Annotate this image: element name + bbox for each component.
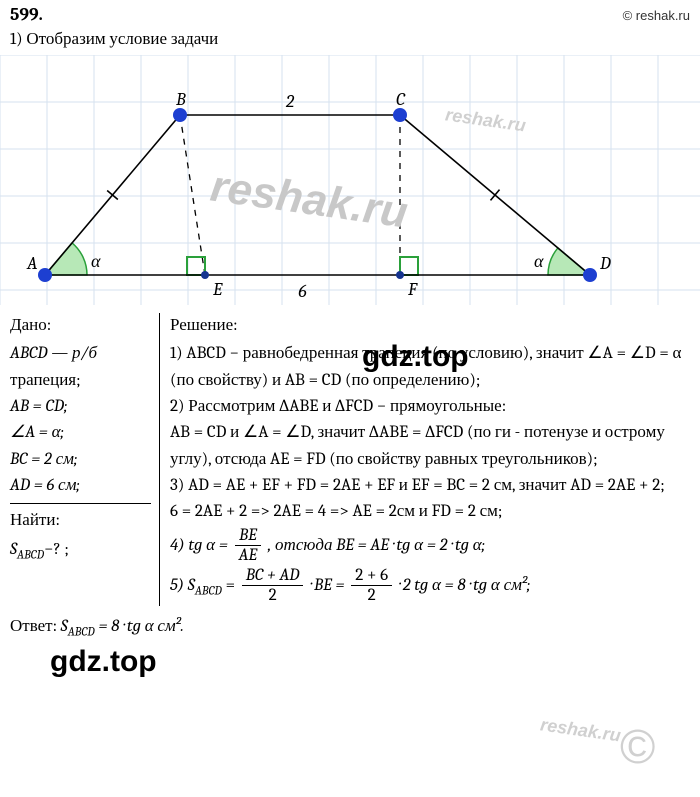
svg-text:C: C (396, 89, 406, 110)
p4-den: AE (235, 546, 261, 566)
given-line-5: AD = 6 см; (10, 476, 80, 495)
p4-fraction: BE AE (235, 526, 261, 566)
given-line-1: трапеция; (10, 368, 151, 394)
find-separator (10, 503, 151, 504)
svg-text:2: 2 (285, 91, 295, 112)
p5-mid2: · 2 tg α = 8 · tg α см²; (399, 576, 531, 595)
solution-p5: 5) SABCD = BC + AD 2 · BE = 2 + 6 2 · 2 … (170, 566, 690, 606)
solution-p4: 4) tg α = BE AE , отсюда BE = AE · tg α … (170, 526, 690, 566)
p5-prefix: 5) S (170, 576, 195, 595)
find-sub: ABCD (17, 548, 44, 562)
given-line-4: BC = 2 см; (10, 450, 77, 469)
answer-sub: ABCD (68, 625, 95, 639)
p4-suffix: , отсюда BE = AE · tg α = 2 · tg α; (268, 536, 485, 555)
copyright-text: © reshak.ru (623, 8, 690, 23)
watermark-gdz-2: gdz.top (50, 645, 157, 679)
given-line-2: AB = CD; (10, 397, 68, 416)
p5-eq: = (222, 576, 239, 595)
given-label: Дано: (10, 313, 151, 339)
solution-p3a: 3) AD = AE + EF + FD = 2AE + EF и EF = B… (170, 473, 690, 499)
p5-f1-den: 2 (242, 586, 304, 606)
watermark-reshak-3: reshak.ru (539, 714, 622, 746)
solution-p1: 1) ABCD − равнобедренная трапеция (по ус… (170, 341, 690, 394)
p5-mid1: · BE = (310, 576, 348, 595)
p5-f2-num: 2 + 6 (351, 566, 392, 587)
p4-prefix: 4) tg α = (170, 536, 232, 555)
p5-frac1: BC + AD 2 (242, 566, 304, 606)
solution-p2: 2) Рассмотрим ∆ABE и ∆FCD − прямоугольны… (170, 394, 690, 420)
trapezoid-diagram: ABCDEF26αα reshak.ru (0, 55, 700, 305)
header: 599. © reshak.ru (0, 0, 700, 27)
svg-text:A: A (26, 253, 38, 274)
find-label: Найти: (10, 508, 151, 534)
svg-text:E: E (212, 279, 223, 300)
p4-num: BE (235, 526, 261, 547)
svg-text:α: α (91, 251, 101, 272)
given-line-3: ∠A = α; (10, 423, 64, 442)
svg-text:F: F (407, 279, 418, 300)
answer-text: = 8 · tg α см². (95, 617, 184, 636)
given-column: Дано: ABCD — р/б трапеция; AB = CD; ∠A =… (10, 313, 160, 606)
watermark-copyright-icon: © (620, 720, 655, 775)
answer-line: Ответ: SABCD = 8 · tg α см². (0, 606, 700, 639)
p5-f2-den: 2 (351, 586, 392, 606)
find-prefix: S (10, 540, 17, 559)
p5-frac2: 2 + 6 2 (351, 566, 392, 606)
problem-number: 599. (10, 4, 43, 25)
solution-label: Решение: (170, 313, 690, 339)
find-suffix: −? ; (44, 540, 69, 559)
solution-p2b: AB = CD и ∠A = ∠D, значит ∆ABE = ∆FCD (п… (170, 420, 690, 473)
p5-sub: ABCD (195, 584, 222, 598)
find-expression: SABCD−? ; (10, 537, 151, 565)
solution-column: Решение: 1) ABCD − равнобедренная трапец… (160, 313, 690, 606)
svg-text:6: 6 (298, 281, 306, 302)
answer-label: Ответ: (10, 617, 61, 636)
svg-text:α: α (534, 251, 544, 272)
diagram-svg: A B C D E F 2 6 α α (0, 55, 700, 305)
given-line-0: ABCD — р/б (10, 344, 97, 363)
solution-p3b: 6 = 2AE + 2 => 2AE = 4 => AE = 2см и FD … (170, 499, 690, 525)
p5-f1-num: BC + AD (242, 566, 304, 587)
solution-block: Дано: ABCD — р/б трапеция; AB = CD; ∠A =… (0, 305, 700, 606)
step-1-label: 1) Отобразим условие задачи (0, 27, 700, 55)
answer-prefix: S (61, 617, 68, 636)
svg-text:B: B (175, 89, 186, 110)
svg-text:D: D (599, 253, 611, 274)
